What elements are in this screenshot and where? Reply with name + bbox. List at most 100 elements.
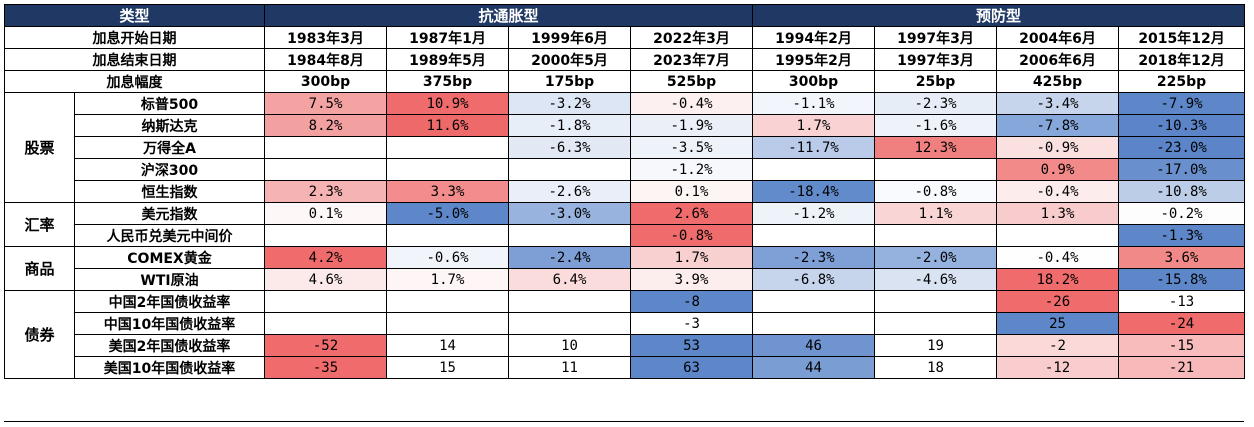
table-row: 股票 标普500 7.5% 10.9% -3.2% -0.4% -1.1% -2.3% -3.4… bbox=[4, 92, 1246, 203]
value-cell: -2.6% bbox=[508, 180, 632, 203]
value-cell bbox=[752, 158, 876, 181]
value-cell: -3.2% bbox=[508, 92, 632, 115]
value-cell: -12 bbox=[996, 356, 1120, 379]
value-cell: -0.6% bbox=[386, 246, 510, 269]
meta-row-label: 加息幅度 bbox=[3, 70, 266, 93]
category-label: 商品 bbox=[4, 246, 75, 291]
meta-cell: 175bp bbox=[508, 70, 632, 93]
meta-cell: 425bp bbox=[996, 70, 1120, 93]
value-cell: 53 bbox=[630, 334, 754, 357]
table-row: 人民币兑美元中间价 -0.8% -1.3% bbox=[5, 224, 1246, 247]
value-cell: -15 bbox=[1118, 334, 1246, 357]
value-cell bbox=[508, 158, 632, 181]
meta-cell: 25bp bbox=[874, 70, 998, 93]
meta-row-label: 加息开始日期 bbox=[3, 26, 266, 49]
meta-cell: 1984年8月 bbox=[264, 48, 388, 71]
value-cell: -10.3% bbox=[1118, 114, 1246, 137]
value-cell: 10.9% bbox=[386, 92, 510, 115]
value-cell bbox=[264, 224, 388, 247]
value-cell bbox=[752, 312, 876, 335]
meta-cell: 300bp bbox=[752, 70, 876, 93]
row-label: 标普500 bbox=[73, 92, 266, 115]
value-cell: -0.8% bbox=[874, 180, 998, 203]
value-cell: 3.9% bbox=[630, 268, 754, 291]
value-cell: 0.1% bbox=[264, 202, 388, 225]
value-cell: -24 bbox=[1118, 312, 1246, 335]
value-cell: 1.1% bbox=[874, 202, 998, 225]
meta-cell: 1997年3月 bbox=[874, 26, 998, 49]
value-cell: -0.4% bbox=[996, 246, 1120, 269]
table-row: 债券 中国2年国债收益率 -8 -26 -13 bbox=[4, 290, 1246, 379]
table-row: 中国10年国债收益率 -3 25 -24 bbox=[5, 312, 1246, 335]
row-label: 纳斯达克 bbox=[73, 114, 266, 137]
meta-row: 加息开始日期 1983年3月 1987年1月 1999年6月 2022年3月 1994年2… bbox=[3, 26, 1246, 49]
value-cell: -18.4% bbox=[752, 180, 876, 203]
value-cell: -2.4% bbox=[508, 246, 632, 269]
value-cell bbox=[508, 290, 632, 313]
meta-cell: 1997年3月 bbox=[874, 48, 998, 71]
value-cell bbox=[264, 290, 388, 313]
value-cell: -21 bbox=[1118, 356, 1246, 379]
meta-cell: 525bp bbox=[630, 70, 754, 93]
value-cell: -3.5% bbox=[630, 136, 754, 159]
value-cell bbox=[386, 290, 510, 313]
value-cell: 1.7% bbox=[386, 268, 510, 291]
meta-cell: 2023年7月 bbox=[630, 48, 754, 71]
value-cell: -2 bbox=[996, 334, 1120, 357]
row-label: 美国2年国债收益率 bbox=[73, 334, 266, 357]
meta-cell: 2000年5月 bbox=[508, 48, 632, 71]
value-cell: -0.9% bbox=[996, 136, 1120, 159]
value-cell: 3.3% bbox=[386, 180, 510, 203]
table-row: 汇率 美元指数 0.1% -5.0% -3.0% 2.6% -1.2% 1.1% 1.3% -0.… bbox=[4, 202, 1246, 247]
bottom-rule bbox=[4, 421, 1244, 422]
meta-cell: 300bp bbox=[264, 70, 388, 93]
category-label: 汇率 bbox=[4, 202, 75, 247]
comparison-table-container: 类型 抗通胀型 预防型 加息开始日期 1983年3月 1987年1月 1999年6月 2… bbox=[3, 4, 1246, 379]
value-cell: 25 bbox=[996, 312, 1120, 335]
value-cell: 3.6% bbox=[1118, 246, 1246, 269]
value-cell bbox=[752, 290, 876, 313]
value-cell: -3.0% bbox=[508, 202, 632, 225]
value-cell: -1.9% bbox=[630, 114, 754, 137]
anti-inflation-group-header: 抗通胀型 bbox=[264, 4, 754, 27]
value-cell: 1.7% bbox=[630, 246, 754, 269]
meta-cell: 2018年12月 bbox=[1118, 48, 1246, 71]
value-cell: 1.7% bbox=[752, 114, 876, 137]
meta-cell: 1994年2月 bbox=[752, 26, 876, 49]
meta-cell: 2022年3月 bbox=[630, 26, 754, 49]
value-cell: -23.0% bbox=[1118, 136, 1246, 159]
value-cell: 19 bbox=[874, 334, 998, 357]
type-header: 类型 bbox=[3, 4, 266, 27]
value-cell: -26 bbox=[996, 290, 1120, 313]
value-cell: -0.4% bbox=[996, 180, 1120, 203]
value-cell bbox=[508, 224, 632, 247]
meta-row-label: 加息结束日期 bbox=[3, 48, 266, 71]
value-cell: -4.6% bbox=[874, 268, 998, 291]
value-cell: 15 bbox=[386, 356, 510, 379]
value-cell bbox=[752, 224, 876, 247]
preventive-group-header: 预防型 bbox=[752, 4, 1246, 27]
value-cell: -1.6% bbox=[874, 114, 998, 137]
table-body: 类型 抗通胀型 预防型 加息开始日期 1983年3月 1987年1月 1999年6月 2… bbox=[3, 4, 1246, 379]
rate-hike-comparison-table: 类型 抗通胀型 预防型 加息开始日期 1983年3月 1987年1月 1999年6月 2… bbox=[3, 4, 1246, 379]
value-cell: -6.8% bbox=[752, 268, 876, 291]
row-label: 美元指数 bbox=[73, 202, 266, 225]
value-cell: 12.3% bbox=[874, 136, 998, 159]
meta-cell: 375bp bbox=[386, 70, 510, 93]
table-row: 美国10年国债收益率 -35 15 11 63 44 18 -12 -21 bbox=[5, 356, 1246, 379]
value-cell: 14 bbox=[386, 334, 510, 357]
value-cell: -11.7% bbox=[752, 136, 876, 159]
value-cell bbox=[386, 224, 510, 247]
meta-cell: 2006年6月 bbox=[996, 48, 1120, 71]
value-cell: -0.4% bbox=[630, 92, 754, 115]
value-cell: -5.0% bbox=[386, 202, 510, 225]
table-row: 恒生指数 2.3% 3.3% -2.6% 0.1% -18.4% -0.8% -0.4% -10… bbox=[5, 180, 1246, 203]
meta-cell: 2004年6月 bbox=[996, 26, 1120, 49]
value-cell: 11 bbox=[508, 356, 632, 379]
meta-cell: 2015年12月 bbox=[1118, 26, 1246, 49]
row-label: 美国10年国债收益率 bbox=[73, 356, 266, 379]
value-cell: -6.3% bbox=[508, 136, 632, 159]
value-cell bbox=[386, 136, 510, 159]
value-cell: -15.8% bbox=[1118, 268, 1246, 291]
value-cell bbox=[386, 312, 510, 335]
